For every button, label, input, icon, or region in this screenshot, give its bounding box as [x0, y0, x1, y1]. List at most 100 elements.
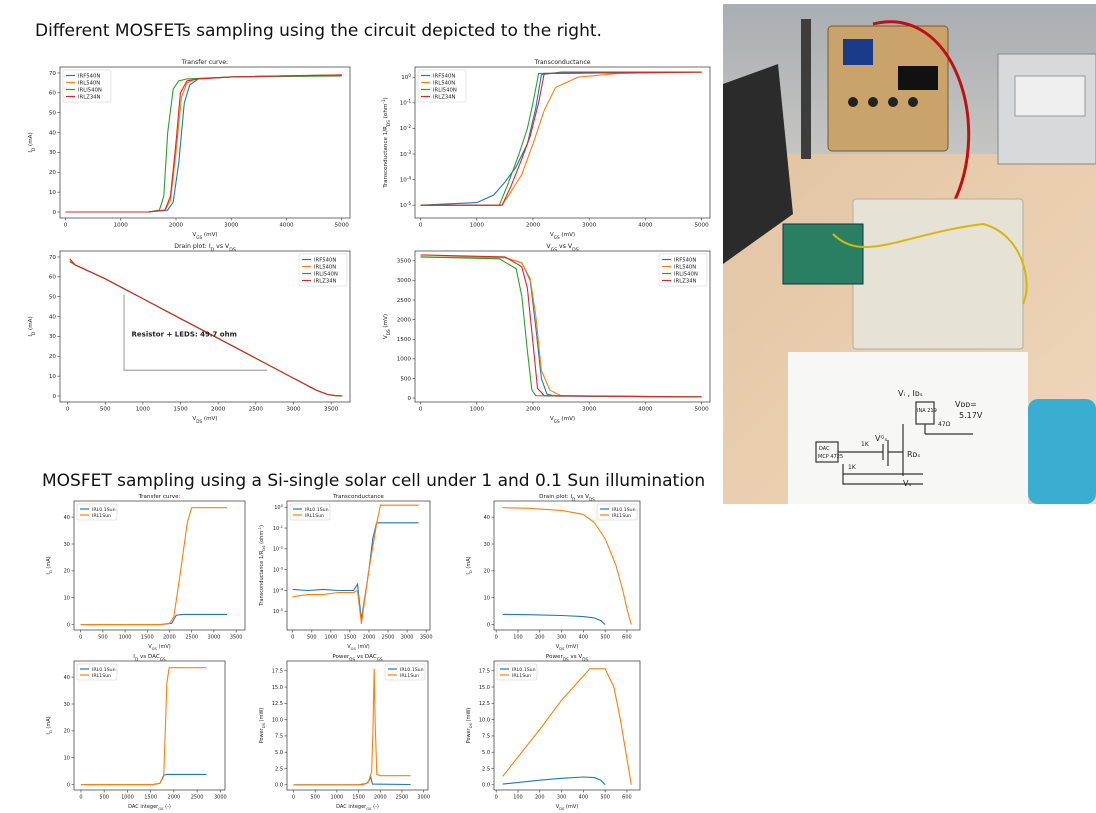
photo-label-vdd-value: 5.17V — [959, 411, 983, 420]
y-tick-label: 5.0 — [482, 750, 490, 756]
x-axis-label: VDS (mV) — [192, 416, 217, 424]
chart-title: ID vs DACGS — [133, 654, 166, 662]
legend — [496, 663, 538, 681]
series-line-IRLZ34N — [65, 74, 342, 213]
y-tick-label: 10.0 — [272, 717, 283, 723]
legend-label: IRLZ34N — [674, 278, 697, 284]
x-tick-label: 0 — [419, 223, 423, 229]
x-tick-label: 5000 — [694, 223, 709, 229]
x-tick-label: 3000 — [214, 795, 227, 801]
series-line-IRL1Sun — [80, 507, 228, 626]
y-tick-label: 5.0 — [275, 750, 283, 756]
legend — [289, 503, 331, 521]
circuit-photo: Vᵢ , Iᴅₛ Vᴅᴅ= 5.17V INA 219 47Ω DAC MCP … — [723, 4, 1096, 504]
y-tick-label: 40 — [49, 314, 57, 320]
legend — [658, 253, 708, 287]
legend-label: IRF540N — [78, 73, 100, 79]
series-line-IRL0.1Sun — [81, 773, 207, 786]
photo-label-r1k-b: 1K — [848, 464, 857, 471]
y-tick-label: 30 — [49, 334, 57, 340]
x-tick-label: 300 — [557, 635, 567, 641]
slope-triangle — [123, 294, 268, 371]
photo-knob-1 — [848, 97, 858, 107]
y-axis-label: ID (mA) — [466, 556, 473, 574]
photo-knob-2 — [868, 97, 878, 107]
x-tick-label: 1500 — [173, 407, 188, 413]
series-line-IRL0.1Sun — [292, 522, 419, 620]
x-tick-label: 1000 — [121, 795, 134, 801]
chart-solar-transconductance: Transconductance 0 500 1000 1500 2000 2500 3000… — [258, 494, 433, 651]
y-axis-label: ID (mA) — [28, 132, 36, 152]
x-axis-label: DAC integerGS (-) — [336, 804, 379, 811]
x-tick-label: 200 — [535, 635, 545, 641]
series-line-IRL1Sun — [502, 507, 632, 625]
photo-label-r47: 47Ω — [938, 421, 951, 428]
x-tick-label: 4000 — [638, 407, 653, 413]
x-tick-label: 5000 — [335, 223, 350, 229]
x-tick-label: 2000 — [374, 795, 387, 801]
legend-label: IRLI540N — [314, 271, 338, 277]
chart-title: Drain plot: ID vs VDS — [539, 494, 595, 502]
x-tick-label: 100 — [513, 795, 523, 801]
x-tick-label: 300 — [557, 795, 567, 801]
y-tick-label: 10 — [64, 596, 70, 602]
chart-vgs-vs-vds: VGS vs VDS 0 1000 2000 3000 4000 5000 0 500 1000 1… — [383, 243, 711, 424]
y-tick-label: 3000 — [397, 278, 412, 284]
x-tick-label: 0 — [419, 407, 423, 413]
legend-label: IRL1Sun — [92, 513, 111, 519]
y-tick-label: 30 — [64, 702, 70, 708]
x-tick-label: 2000 — [526, 223, 541, 229]
x-tick-label: 1500 — [344, 635, 357, 641]
series-line-IRL1Sun — [292, 504, 419, 624]
legend-label: IRL0.1Sun — [512, 667, 536, 673]
series-line-IRLZ34N — [69, 258, 343, 397]
x-tick-label: 3000 — [582, 407, 597, 413]
x-tick-label: 2000 — [163, 635, 176, 641]
plot-frame — [414, 250, 711, 403]
plot-frame — [414, 66, 711, 219]
photo-lcd — [843, 39, 873, 65]
y-tick-label: 70 — [49, 71, 57, 77]
y-tick-label: 15.0 — [272, 685, 283, 691]
y-tick-label: 20 — [64, 729, 70, 735]
photo-knob-3 — [888, 97, 898, 107]
x-tick-label: 1000 — [119, 635, 132, 641]
y-tick-label: 10-5 — [273, 608, 284, 615]
x-tick-label: 2000 — [526, 407, 541, 413]
photo-blue-tray — [1028, 399, 1096, 504]
legend-label: IRF540N — [314, 257, 336, 263]
plot-frame — [286, 500, 431, 631]
series-line-IRL0.1Sun — [502, 776, 606, 786]
x-tick-label: 2500 — [382, 635, 395, 641]
legend-label: IRL540N — [78, 80, 100, 86]
y-tick-label: 10 — [49, 374, 57, 380]
photo-label-rds: Rᴅₛ — [907, 450, 920, 459]
x-tick-label: 500 — [600, 795, 610, 801]
x-tick-label: 500 — [98, 635, 108, 641]
y-tick-label: 50 — [49, 110, 57, 116]
legend-label: IRL1Sun — [400, 673, 419, 679]
x-tick-label: 1000 — [136, 407, 151, 413]
photo-schematic-drawing — [815, 401, 973, 485]
x-tick-label: 1000 — [324, 635, 337, 641]
y-tick-label: 1500 — [397, 337, 412, 343]
legend-label: IRL1Sun — [512, 673, 531, 679]
photo-label-vdd: Vᴅᴅ= — [955, 400, 977, 409]
photo-label-r1k-a: 1K — [861, 441, 870, 448]
legend-label: IRL1Sun — [305, 513, 324, 519]
y-tick-label: 17.5 — [272, 669, 283, 675]
x-axis-label: VGS (mV) — [550, 232, 575, 240]
plot-frame — [286, 660, 429, 791]
y-tick-label: 10 — [484, 596, 490, 602]
y-axis-label: ID (mA) — [46, 556, 53, 574]
x-tick-label: 500 — [600, 635, 610, 641]
plot-frame — [493, 660, 641, 791]
photo-knob-4 — [908, 97, 918, 107]
y-tick-label: 40 — [49, 130, 57, 136]
legend — [417, 69, 467, 103]
x-axis-label: VGS (mV) — [148, 644, 171, 651]
y-tick-label: 30 — [484, 542, 490, 548]
legend-label: IRL1Sun — [612, 513, 631, 519]
y-tick-label: 30 — [49, 150, 57, 156]
